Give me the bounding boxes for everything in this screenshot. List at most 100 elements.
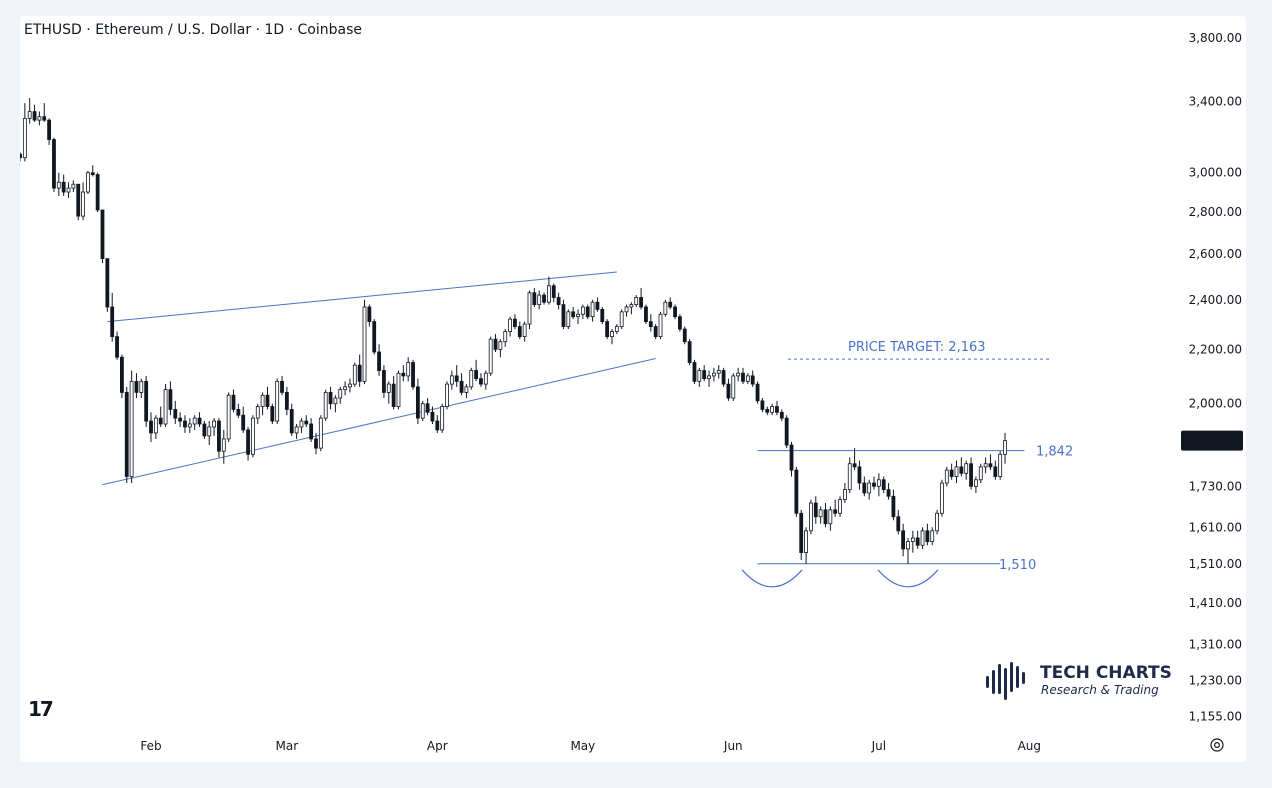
candle-body-down xyxy=(241,414,246,431)
candle xyxy=(648,314,653,332)
candle xyxy=(221,429,226,464)
candle xyxy=(119,354,124,399)
candle-body-up xyxy=(610,331,614,337)
candle xyxy=(372,319,377,355)
candle-body-down xyxy=(124,392,129,477)
candle-body-up xyxy=(255,406,260,419)
candle xyxy=(920,527,925,549)
candle-body-up xyxy=(362,306,367,382)
candle-body-up xyxy=(818,509,823,518)
candle xyxy=(207,421,212,446)
candle xyxy=(95,172,100,213)
candle xyxy=(212,418,216,436)
candle-body-up xyxy=(343,386,348,391)
price-chart[interactable]: 3,800.00 3,400.00 3,000.00 2,800.00 2,600.00… xyxy=(20,16,1246,762)
candle-body-down xyxy=(217,420,221,452)
x-tick-label: Aug xyxy=(1018,739,1041,753)
candle-body-down xyxy=(197,417,202,425)
candle xyxy=(289,403,294,436)
candle xyxy=(716,365,721,379)
candle xyxy=(998,451,1003,480)
candle-body-down xyxy=(231,394,236,410)
candle xyxy=(76,183,81,221)
candle-body-down xyxy=(479,378,483,385)
candle xyxy=(576,309,580,325)
candle-body-down xyxy=(517,326,522,337)
neckline-label: 1,842 xyxy=(1036,445,1073,460)
candle xyxy=(246,426,250,461)
candle-body-down xyxy=(265,394,270,407)
candle xyxy=(445,381,449,410)
candle-body-up xyxy=(81,191,85,217)
x-tick-label: Jun xyxy=(723,739,743,753)
candle xyxy=(983,457,988,474)
candle xyxy=(173,400,178,424)
candle-body-down xyxy=(949,469,954,477)
candle-body-up xyxy=(697,370,702,382)
gear-icon[interactable] xyxy=(1210,738,1224,752)
candle xyxy=(459,373,464,396)
candle-body-down xyxy=(32,111,37,121)
candle-body-down xyxy=(794,469,799,514)
candle-body-up xyxy=(736,372,741,377)
candle xyxy=(760,398,765,413)
candle-body-down xyxy=(411,362,415,388)
candle-body-up xyxy=(527,292,532,325)
candle xyxy=(168,381,173,416)
candle xyxy=(644,304,648,325)
candle-body-down xyxy=(304,420,309,425)
candle-body-up xyxy=(440,406,445,431)
candle xyxy=(124,386,129,484)
candle xyxy=(663,299,668,317)
candle-body-down xyxy=(881,479,886,491)
candle xyxy=(90,165,95,177)
candle-body-up xyxy=(546,285,551,303)
candle xyxy=(415,378,420,424)
candle-body-down xyxy=(314,438,318,449)
candle xyxy=(149,412,153,442)
candle xyxy=(546,276,551,305)
candle-body-up xyxy=(323,392,328,419)
candle xyxy=(755,381,760,404)
candle-body-down xyxy=(401,372,406,377)
annotations: PRICE TARGET: 2,163 1,842 1,510 xyxy=(741,340,1073,588)
candle-body-down xyxy=(993,466,998,477)
candle-body-down xyxy=(377,351,381,371)
candle-body-down xyxy=(915,537,920,546)
candle-body-up xyxy=(566,311,571,327)
watermark-title: TECH CHARTS xyxy=(1040,663,1172,683)
candle xyxy=(736,367,741,382)
chart-title: ETHUSD · Ethereum / U.S. Dollar · 1D · C… xyxy=(24,22,363,38)
candle-body-down xyxy=(76,183,81,217)
x-axis: Feb Mar Apr May Jun Jul Aug xyxy=(140,739,1041,753)
candle-body-up xyxy=(469,370,474,388)
candle-body-up xyxy=(940,482,944,514)
candle xyxy=(954,460,959,484)
candle xyxy=(522,321,527,342)
candle-body-up xyxy=(348,383,352,388)
candle-body-down xyxy=(789,444,794,471)
candle-body-down xyxy=(750,375,755,385)
candle-body-up xyxy=(299,420,304,428)
candle xyxy=(988,454,993,471)
candle xyxy=(420,400,425,422)
tradingview-logo: 17 xyxy=(28,697,55,721)
candle-body-down xyxy=(823,509,828,525)
candle-body-up xyxy=(56,181,61,189)
candle-body-down xyxy=(775,406,779,413)
candle xyxy=(974,476,978,493)
candle-body-down xyxy=(969,463,973,487)
candle-body-down xyxy=(639,297,644,308)
candle xyxy=(702,365,707,382)
candle xyxy=(71,180,76,193)
candle xyxy=(357,354,362,387)
candle xyxy=(362,299,367,385)
y-tick-label: 1,510.00 xyxy=(1189,557,1242,571)
candle xyxy=(449,370,454,390)
candle xyxy=(483,370,488,390)
candle-body-down xyxy=(168,389,173,410)
candle xyxy=(673,304,677,320)
candle-body-down xyxy=(852,463,857,468)
candle-body-down xyxy=(799,512,804,553)
candle xyxy=(474,359,479,382)
